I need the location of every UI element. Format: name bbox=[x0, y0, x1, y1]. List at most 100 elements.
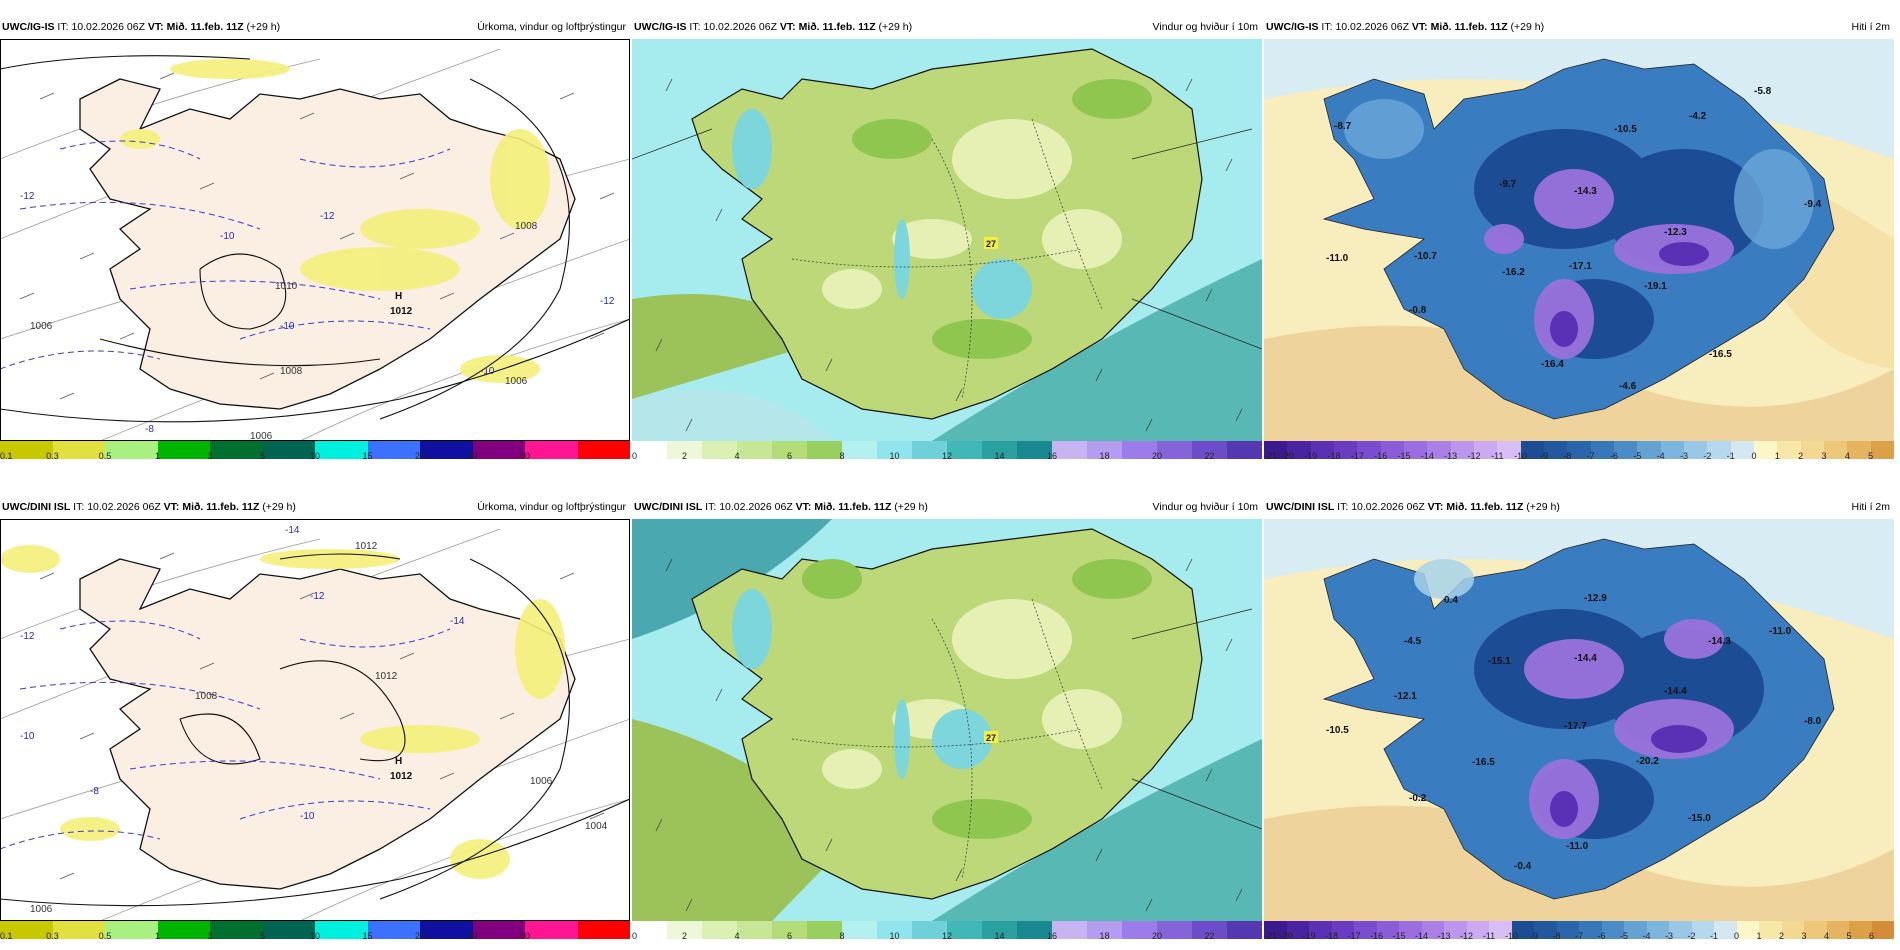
colorbar-cell bbox=[577, 921, 630, 939]
isobar-label: 1012 bbox=[375, 671, 398, 682]
high-pressure-label: H bbox=[395, 756, 402, 767]
temp-label: -4.6 bbox=[1619, 381, 1637, 392]
colorbar-cell bbox=[1264, 921, 1287, 939]
colorbar-tick: -21 bbox=[1264, 931, 1278, 941]
colorbar-cell bbox=[1800, 441, 1824, 459]
vt-label: VT: bbox=[1427, 501, 1444, 513]
colorbar-tick: -2 bbox=[1703, 451, 1712, 461]
colorbar-tick: -17 bbox=[1347, 931, 1361, 941]
colorbar-cell bbox=[1826, 921, 1849, 939]
colorbar-tick: 16 bbox=[1046, 451, 1058, 461]
panel-header: UWC/IG-IS IT: 10.02.2026 06Z VT: Mið. 11… bbox=[0, 15, 630, 39]
lead-time: (+29 h) bbox=[878, 21, 913, 33]
temp-label: -16.5 bbox=[1472, 757, 1495, 768]
colorbar-tick: 2 bbox=[1798, 451, 1804, 461]
temp-label: -11.0 bbox=[1326, 253, 1349, 264]
temp-label: -14.4 bbox=[1664, 686, 1687, 697]
colorbar-cell bbox=[667, 441, 702, 459]
colorbar-cell bbox=[1427, 441, 1451, 459]
it-label: IT: bbox=[73, 501, 85, 513]
isotherm-label: -12 bbox=[20, 191, 35, 202]
colorbar-cell bbox=[982, 921, 1017, 939]
temp-label: -15.1 bbox=[1488, 656, 1511, 667]
colorbar-tick: -15 bbox=[1397, 451, 1411, 461]
colorbar-tick: -19 bbox=[1302, 931, 1316, 941]
colorbar-tick: -1 bbox=[1709, 931, 1719, 941]
colorbar-cell bbox=[1759, 921, 1782, 939]
colorbar-tick: 20 bbox=[414, 931, 426, 941]
temp-label: -19.1 bbox=[1644, 281, 1667, 292]
colorbar-tick: 22 bbox=[1204, 451, 1215, 461]
model-label: UWC/DINI ISL bbox=[1266, 501, 1335, 513]
temp-label: -9.7 bbox=[1499, 179, 1517, 190]
colorbar-tick: 3 bbox=[1821, 451, 1827, 461]
colorbar-tick: 1 bbox=[154, 451, 161, 461]
colorbar-tick: -9 bbox=[1529, 931, 1539, 941]
panel-header: UWC/DINI ISL IT: 10.02.2026 06Z VT: Mið.… bbox=[1264, 495, 1894, 519]
colorbar-cell bbox=[1403, 441, 1428, 459]
colorbar-tick: -5 bbox=[1633, 451, 1642, 461]
colorbar-cell bbox=[1534, 921, 1557, 939]
colorbar-cell bbox=[1683, 441, 1708, 459]
temp-panel-bottom: UWC/DINI ISL IT: 10.02.2026 06Z VT: Mið.… bbox=[1264, 495, 1894, 950]
colorbar-tick: 0.1 bbox=[0, 931, 13, 941]
colorbar-cell bbox=[1847, 441, 1871, 459]
colorbar-tick: 4 bbox=[734, 451, 740, 461]
colorbar-cell bbox=[842, 921, 877, 939]
isotherm-label: -10 bbox=[480, 366, 495, 377]
colorbar-cell bbox=[1087, 441, 1122, 459]
isobar-label: 1006 bbox=[30, 321, 53, 332]
colorbar-cell bbox=[1087, 921, 1122, 939]
temp-label: -12.1 bbox=[1394, 691, 1417, 702]
panel-title: Hiti í 2m bbox=[1851, 501, 1890, 513]
colorbar-cell bbox=[210, 441, 263, 459]
colorbar-tick: -6 bbox=[1597, 931, 1606, 941]
colorbar-cell bbox=[632, 921, 667, 939]
wind-colorbar bbox=[632, 921, 1262, 939]
colorbar-cell bbox=[315, 441, 368, 459]
colorbar-cell bbox=[1497, 441, 1521, 459]
colorbar-tick: -11 bbox=[1491, 451, 1504, 461]
isobar-label: 1008 bbox=[280, 366, 303, 377]
it-label: IT: bbox=[689, 21, 701, 33]
colorbar-cell bbox=[0, 441, 53, 459]
vt-label: VT: bbox=[147, 21, 164, 33]
precip-panel-top: UWC/IG-IS IT: 10.02.2026 06Z VT: Mið. 11… bbox=[0, 15, 630, 470]
isotherm-label: -8 bbox=[90, 786, 99, 797]
colorbar-cell bbox=[1511, 921, 1534, 939]
colorbar-tick: -3 bbox=[1679, 451, 1689, 461]
temp-label: -12.3 bbox=[1664, 227, 1687, 238]
colorbar-tick: -16 bbox=[1374, 451, 1388, 461]
colorbar-tick: 0.3 bbox=[46, 451, 59, 461]
colorbar-cell bbox=[1052, 921, 1087, 939]
colorbar-tick: 20 bbox=[1151, 931, 1163, 941]
colorbar-tick: 0 bbox=[1751, 451, 1757, 461]
colorbar-tick: -13 bbox=[1437, 931, 1451, 941]
colorbar-cell bbox=[1331, 921, 1354, 939]
isotherm-label: -10 bbox=[300, 811, 315, 822]
colorbar-tick: 50 bbox=[519, 931, 531, 941]
vt-label: VT: bbox=[1411, 21, 1428, 33]
colorbar-tick: 0.1 bbox=[0, 451, 13, 461]
colorbar-tick: -10 bbox=[1504, 931, 1519, 941]
temp-label: -14.3 bbox=[1708, 636, 1731, 647]
colorbar-cell bbox=[1567, 441, 1591, 459]
colorbar-cell bbox=[1466, 921, 1489, 939]
panel-header: UWC/IG-IS IT: 10.02.2026 06Z VT: Mið. 11… bbox=[632, 15, 1262, 39]
colorbar-tick: -14 bbox=[1420, 451, 1434, 461]
lead-time: (+29 h) bbox=[1526, 501, 1560, 513]
wind-map: 27 bbox=[632, 519, 1262, 921]
colorbar-tick: 8 bbox=[839, 931, 845, 941]
colorbar-tick: 50 bbox=[519, 451, 531, 461]
isotherm-label: -12 bbox=[310, 591, 325, 602]
colorbar-cell bbox=[772, 441, 807, 459]
colorbar-tick: -7 bbox=[1574, 931, 1584, 941]
colorbar-cell bbox=[1122, 921, 1157, 939]
colorbar-cell bbox=[772, 921, 807, 939]
colorbar-tick: 6 bbox=[786, 451, 793, 461]
colorbar-cell bbox=[737, 441, 772, 459]
precip-colorbar-ticks: 0.1 0.3 0.5 1 3 5 10 15 20 30 50 bbox=[0, 451, 630, 467]
temp-label: -17.1 bbox=[1569, 261, 1592, 272]
colorbar-tick: 12 bbox=[941, 451, 953, 461]
colorbar-tick: -5 bbox=[1619, 931, 1629, 941]
